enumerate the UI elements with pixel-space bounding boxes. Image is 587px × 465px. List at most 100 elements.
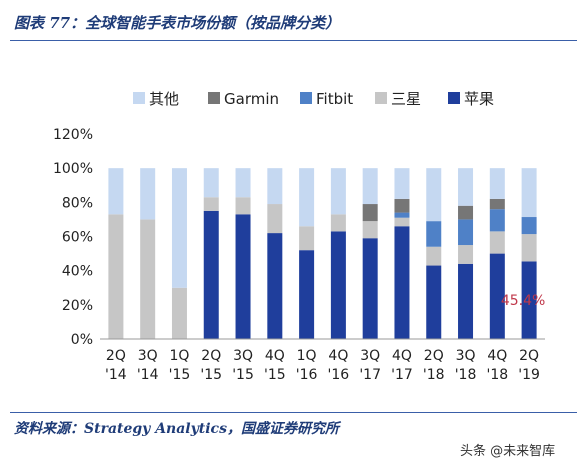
bar-segment — [108, 168, 124, 215]
bar-segment — [362, 238, 378, 339]
x-tick-label: 2Q — [201, 348, 221, 364]
legend-label: 苹果 — [464, 90, 494, 108]
bar-segment — [203, 168, 219, 198]
x-tick-label: 3Q — [456, 348, 476, 364]
bar-segment — [458, 219, 474, 246]
annotations: 45.4% — [501, 293, 545, 309]
bar-segment — [458, 168, 474, 206]
y-tick-label: 40% — [62, 264, 93, 280]
x-tick-label: '15 — [200, 367, 222, 383]
x-tick-label: 3Q — [360, 348, 380, 364]
x-tick-label: '18 — [423, 367, 445, 383]
x-tick-label: '15 — [264, 367, 286, 383]
x-tick-label: '14 — [137, 367, 159, 383]
bar-segment — [426, 265, 442, 339]
bar-segment — [267, 204, 283, 234]
bar-segment — [458, 263, 474, 339]
bar-segment — [235, 197, 251, 215]
bar-segment — [489, 168, 505, 199]
bar-segment — [394, 226, 410, 339]
legend-swatch — [448, 92, 460, 104]
bar-segment — [330, 168, 346, 215]
x-tick-label: '17 — [391, 367, 413, 383]
y-tick-label: 60% — [62, 230, 93, 246]
bar-segment — [362, 168, 378, 205]
bar-segment — [521, 234, 537, 262]
bar-segment — [489, 231, 505, 254]
legend-label: 其他 — [149, 90, 179, 108]
bar-segment — [330, 214, 346, 232]
bar-segment — [235, 168, 251, 198]
bar-segment — [140, 168, 156, 220]
bar-segment — [140, 219, 156, 339]
bar-segment — [299, 168, 315, 227]
bar-segment — [362, 204, 378, 222]
legend-swatch — [375, 92, 387, 104]
bar-segment — [521, 261, 537, 339]
bar-segment — [394, 212, 410, 218]
legend-swatch — [208, 92, 220, 104]
x-tick-label: '15 — [232, 367, 254, 383]
legend-label: Garmin — [224, 90, 279, 108]
bar-segment — [458, 245, 474, 264]
x-tick-label: '17 — [359, 367, 381, 383]
bar-segment — [489, 253, 505, 339]
watermark: 头条 @未来智库 — [460, 444, 556, 459]
x-tick-label: 2Q — [106, 348, 126, 364]
x-tick-label: '18 — [455, 367, 477, 383]
chart-legend: 其他 Garmin Fitbit 三星 苹果 — [133, 90, 494, 108]
x-tick-label: 4Q — [265, 348, 285, 364]
bar-segment — [394, 168, 410, 199]
x-tick-label: 3Q — [138, 348, 158, 364]
bar-segment — [489, 209, 505, 232]
y-axis: 0% 20% 40% 60% 80% 100% 120% — [53, 127, 93, 348]
source-rule — [10, 412, 577, 413]
bar-segment — [203, 210, 219, 339]
bar-segment — [394, 198, 410, 213]
legend-label: Fitbit — [316, 90, 353, 108]
x-tick-label: 1Q — [169, 348, 189, 364]
bar-segment — [108, 214, 124, 339]
x-tick-label: 1Q — [297, 348, 317, 364]
bar-segment — [330, 231, 346, 339]
bar-segment — [299, 226, 315, 251]
bar-segment — [235, 214, 251, 339]
legend-swatch — [133, 92, 145, 104]
y-tick-label: 80% — [62, 195, 93, 211]
bar-segment — [426, 168, 442, 222]
x-tick-label: '18 — [486, 367, 508, 383]
x-tick-label: 2Q — [424, 348, 444, 364]
bar-segment — [362, 221, 378, 239]
bars — [108, 168, 537, 339]
y-tick-label: 120% — [53, 127, 93, 143]
bar-segment — [458, 205, 474, 220]
x-tick-label: '15 — [169, 367, 191, 383]
bar-segment — [267, 168, 283, 205]
x-tick-label: 3Q — [233, 348, 253, 364]
x-tick-label: 4Q — [328, 348, 348, 364]
y-tick-label: 100% — [53, 161, 93, 177]
figure-title: 图表 77：全球智能手表市场份额（按品牌分类） — [14, 14, 341, 32]
x-axis: 2Q '14 3Q '14 1Q '15 2Q '15 3Q '15 4Q '15 1Q '16 4Q '16… — [100, 338, 545, 383]
x-tick-label: '16 — [296, 367, 318, 383]
bar-segment — [521, 168, 537, 218]
legend-label: 三星 — [391, 90, 421, 108]
bar-segment — [521, 217, 537, 235]
bar-segment — [171, 168, 187, 288]
x-tick-label: 2Q — [519, 348, 539, 364]
y-tick-label: 20% — [62, 298, 93, 314]
y-tick-label: 0% — [71, 332, 93, 348]
data-annotation: 45.4% — [501, 293, 545, 309]
x-tick-label: '16 — [328, 367, 350, 383]
x-tick-label: 4Q — [487, 348, 507, 364]
legend-swatch — [300, 92, 312, 104]
x-tick-label: '14 — [105, 367, 127, 383]
x-tick-label: '19 — [518, 367, 540, 383]
bar-segment — [426, 246, 442, 266]
bar-segment — [426, 221, 442, 247]
bar-segment — [171, 287, 187, 339]
x-tick-label: 4Q — [392, 348, 412, 364]
bar-segment — [267, 233, 283, 339]
bar-segment — [394, 217, 410, 227]
